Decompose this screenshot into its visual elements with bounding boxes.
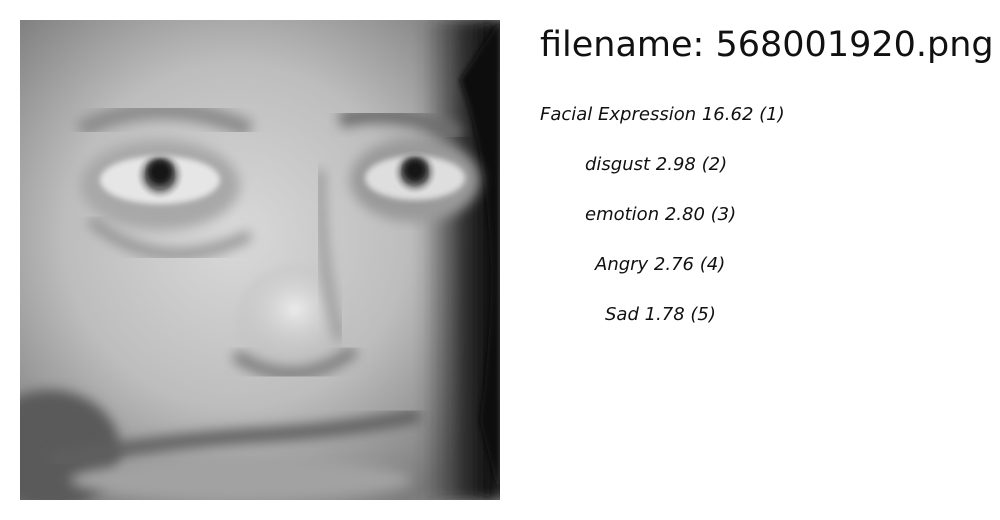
prediction-label-3: emotion 2.80 (3)	[585, 204, 737, 225]
prediction-label-2: disgust 2.98 (2)	[585, 154, 728, 175]
face-image	[20, 20, 500, 500]
face-photo	[20, 20, 500, 500]
prediction-label-4: Angry 2.76 (4)	[595, 254, 726, 275]
prediction-label-1: Facial Expression 16.62 (1)	[540, 104, 785, 125]
prediction-label-5: Sad 1.78 (5)	[605, 304, 716, 325]
filename-title: filename: 568001920.png	[540, 25, 994, 65]
